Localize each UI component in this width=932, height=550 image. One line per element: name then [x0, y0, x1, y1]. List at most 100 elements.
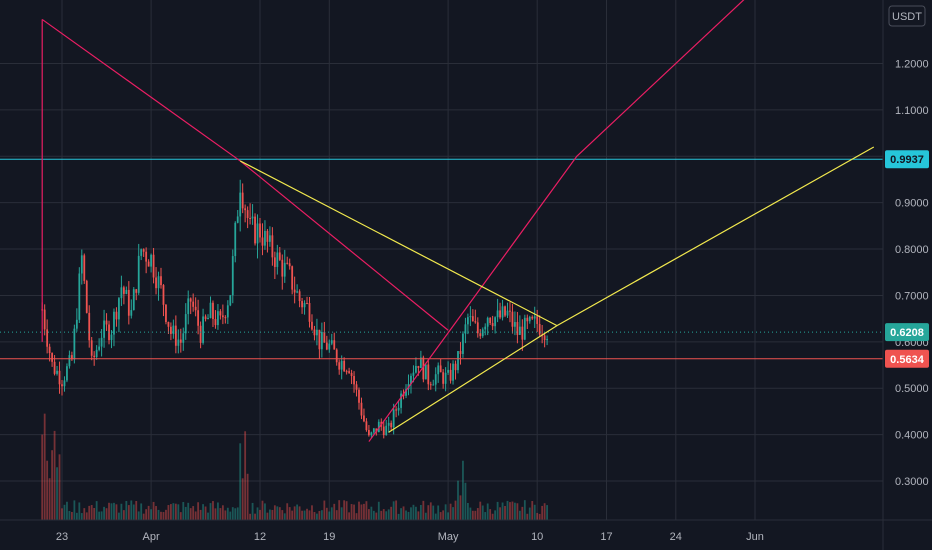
volume-bar	[157, 509, 160, 520]
candle-body	[325, 342, 328, 350]
candle-body	[335, 349, 338, 363]
candle-body	[118, 298, 120, 320]
volume-bar	[127, 505, 130, 520]
volume-bar	[518, 510, 521, 520]
volume-bar	[311, 505, 313, 520]
price-tag-label: 0.6208	[890, 327, 924, 339]
candle-body	[278, 252, 281, 260]
x-tick-label: 17	[600, 531, 612, 543]
volume-bar	[464, 482, 467, 520]
volume-bar	[165, 509, 167, 520]
candle-body	[442, 372, 445, 384]
volume-bar	[415, 506, 417, 520]
candle-body	[187, 298, 190, 315]
volume-bar	[541, 505, 544, 520]
candle-body	[135, 289, 138, 293]
candle-body	[229, 295, 232, 306]
candle-body	[291, 266, 294, 290]
trend-line[interactable]	[239, 160, 558, 327]
volume-bar	[113, 502, 115, 520]
volume-bar	[71, 511, 73, 520]
candle-body	[288, 263, 291, 267]
candle-body	[536, 316, 539, 324]
volume-bar	[90, 505, 93, 520]
trend-lines	[41, 0, 875, 442]
volume-bar	[217, 502, 219, 520]
candle-body	[372, 428, 375, 433]
candle-body	[516, 322, 519, 335]
candle-body	[345, 371, 348, 373]
volume-bar	[372, 510, 375, 520]
volume-bar	[479, 501, 482, 520]
volume-bar	[491, 513, 494, 520]
candle-body	[269, 235, 271, 242]
candle-body	[528, 316, 531, 322]
volume-bar	[511, 501, 514, 520]
candle-body	[113, 311, 115, 335]
candle-body	[259, 223, 261, 238]
candle-body	[115, 311, 118, 320]
candle-body	[476, 322, 479, 334]
volume-bar	[184, 506, 187, 520]
y-tick-label: 0.7000	[895, 290, 929, 302]
candle-body	[385, 425, 388, 436]
volume-bar	[276, 506, 279, 520]
candle-body	[437, 365, 440, 375]
trend-line[interactable]	[388, 146, 875, 433]
candle-body	[410, 375, 412, 385]
volume-bar	[538, 513, 541, 520]
volume-bar	[93, 507, 96, 520]
volume-bar	[273, 505, 276, 520]
volume-bar	[439, 512, 442, 520]
volume-bar	[162, 512, 165, 520]
trend-line[interactable]	[368, 0, 755, 442]
candle-body	[400, 393, 402, 408]
candle-body	[160, 276, 162, 286]
volume-bar	[546, 505, 548, 520]
volume-bar	[504, 505, 506, 520]
candle-body	[429, 384, 432, 386]
candle-body	[162, 285, 165, 305]
volume-bar	[61, 508, 63, 520]
volume-bar	[345, 501, 348, 520]
candle-body	[422, 357, 425, 380]
volume-bar	[303, 510, 306, 520]
candle-body	[177, 339, 180, 346]
volume-bar	[229, 511, 232, 520]
currency-badge[interactable]: USDT	[888, 5, 926, 27]
candle-body	[365, 421, 368, 431]
volume-bar	[320, 510, 323, 520]
candle-body	[199, 325, 202, 343]
trend-line[interactable]	[41, 18, 449, 331]
candle-body	[130, 310, 133, 316]
x-tick-label: 10	[531, 531, 543, 543]
volume-bar	[231, 507, 234, 520]
volume-bar	[432, 505, 435, 520]
volume-bar	[83, 508, 86, 520]
volume-bar	[526, 513, 529, 520]
volume-bar	[108, 502, 110, 520]
candle-body	[147, 261, 150, 267]
candle-body	[152, 254, 155, 278]
volume-bar	[462, 460, 464, 520]
volume-bar	[145, 509, 148, 520]
volume-bar	[269, 509, 271, 520]
candle-body	[387, 422, 390, 426]
candle-body	[486, 317, 489, 327]
candle-body	[523, 317, 526, 340]
candle-body	[184, 314, 187, 334]
candle-body	[256, 223, 259, 244]
volume-bar	[318, 511, 321, 520]
volume-bar	[395, 500, 398, 520]
volume-bar	[207, 512, 209, 520]
candle-body	[395, 409, 398, 411]
candle-body	[157, 276, 160, 289]
candle-body	[231, 256, 234, 296]
y-tick-label: 0.3000	[895, 476, 929, 488]
candle-body	[142, 249, 145, 252]
candle-body	[469, 316, 472, 318]
volume-bar	[301, 510, 303, 520]
volume-bar	[140, 503, 143, 520]
volume-bar	[155, 506, 157, 520]
